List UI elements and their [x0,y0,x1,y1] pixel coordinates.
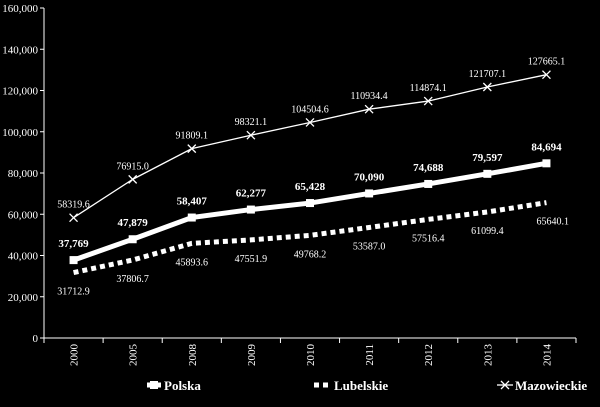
x-tick-label: 2008 [187,344,199,367]
lubelskie-data-label: 47551.9 [235,254,268,265]
mazowieckie-point [482,82,492,92]
x-tick-label: 2009 [246,344,258,367]
polska-point [306,199,314,208]
lubelskie-data-label: 49768.2 [294,249,327,260]
lubelskie-data-label: 61099.4 [471,226,504,237]
polska-point [187,213,196,222]
y-tick-label: 80,000 [8,168,39,180]
y-tick-label: 20,000 [8,292,39,304]
mazowieckie-point [364,104,374,114]
mazowieckie-point [305,117,315,127]
polska-data-label: 58,407 [177,196,208,208]
y-tick-label: 120,000 [2,86,38,98]
series-line-mazowieckie [73,74,547,219]
mazowieckie-point [69,213,79,223]
mazowieckie-data-label: 121707.1 [469,69,507,80]
polska-data-label: 70,090 [354,171,385,183]
legend-marker-polska [150,381,158,389]
lubelskie-data-label: 45893.6 [176,257,209,268]
mazowieckie-data-label: 91809.1 [176,131,209,142]
mazowieckie-point [423,96,433,106]
mazowieckie-data-label: 110934.4 [351,91,388,102]
y-tick-label: 160,000 [2,3,38,15]
polska-data-label: 37,769 [58,238,89,250]
x-tick-label: 2000 [69,344,81,367]
lubelskie-data-label: 57516.4 [412,233,445,244]
y-tick-label: 60,000 [8,209,39,221]
mazowieckie-point [246,130,256,140]
polska-data-label: 47,879 [118,217,149,229]
x-tick-label: 2014 [541,344,553,367]
lubelskie-data-label: 65640.1 [536,217,569,228]
polska-point [365,189,374,198]
x-tick-label: 2005 [128,344,140,367]
y-tick-label: 40,000 [8,251,39,263]
mazowieckie-data-label: 76915.0 [116,161,149,172]
x-tick-label: 2010 [305,344,317,367]
mazowieckie-data-label: 98321.1 [235,117,268,128]
polska-point [424,179,433,188]
lubelskie-data-label: 53587.0 [353,241,386,252]
legend-label-lubelskie: Lubelskie [334,378,388,393]
polska-data-label: 62,277 [236,188,267,200]
mazowieckie-data-label: 104504.6 [291,104,329,115]
polska-data-label: 79,597 [472,152,503,164]
x-tick-label: 2013 [482,344,494,367]
legend-label-mazowieckie: Mazowieckie [515,378,587,393]
polska-data-label: 65,428 [295,181,326,193]
legend-marker-mazowieckie [500,380,510,390]
x-tick-label: 2012 [423,344,435,366]
y-tick-label: 100,000 [2,127,38,139]
mazowieckie-point [128,174,138,184]
mazowieckie-data-label: 127665.1 [528,57,566,68]
polska-data-label: 84,694 [531,141,562,153]
legend-label-polska: Polska [164,378,201,393]
x-tick-label: 2011 [364,344,376,366]
y-tick-label: 140,000 [2,44,38,56]
series-line-lubelskie [73,200,547,276]
lubelskie-data-label: 37806.7 [116,274,149,285]
polska-point [69,256,78,265]
mazowieckie-point [187,144,197,154]
lubelskie-data-label: 31712.9 [57,287,90,298]
mazowieckie-point [541,70,551,80]
polska-point [128,235,137,244]
polska-point [542,159,551,168]
mazowieckie-data-label: 114874.1 [410,83,447,94]
polska-point [483,169,492,178]
mazowieckie-data-label: 58319.6 [57,200,90,211]
polska-point [246,205,255,214]
y-tick-label: 0 [33,333,39,345]
polska-data-label: 74,688 [413,162,444,174]
